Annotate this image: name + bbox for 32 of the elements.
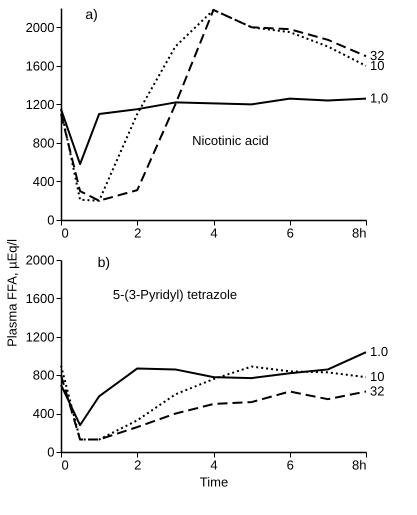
y-tick-label: 0	[47, 212, 54, 228]
y-tick-label: 1600	[26, 290, 54, 306]
series-label: 1,0	[370, 90, 388, 106]
annotation: Nicotinic acid	[192, 133, 269, 148]
series-label: 1.0	[370, 344, 388, 360]
x-tick-label: 6	[286, 226, 294, 240]
x-tick-label: 2	[134, 226, 142, 240]
x-tick-label: 4	[210, 226, 218, 240]
series-label: 10	[370, 369, 384, 384]
y-axis-title: Plasma FFA, µEq/l	[4, 238, 20, 347]
x-tick-label: 8h	[352, 458, 366, 472]
y-tick-label: 1600	[26, 58, 54, 74]
x-tick-label: 2	[134, 458, 142, 472]
y-tick-label: 1200	[26, 96, 54, 112]
series-label: 32	[370, 384, 384, 399]
x-tick-label: 0	[62, 226, 69, 240]
x-tick-label: 0	[62, 458, 69, 472]
annotation: 5-(3-Pyridyl) tetrazole	[112, 286, 238, 302]
y-tick-label: 400	[32, 174, 54, 189]
y-tick-label: 400	[32, 406, 54, 422]
x-tick-label: 4	[210, 458, 218, 472]
y-tick-label: 2000	[26, 20, 54, 35]
y-tick-label: 0	[47, 444, 54, 460]
y-tick-label: 1200	[26, 329, 54, 344]
x-tick-label: 6	[286, 458, 294, 472]
y-tick-label: 800	[32, 135, 54, 150]
x-tick-label: 8h	[352, 226, 366, 240]
x-axis-title: Time	[200, 474, 228, 490]
y-tick-label: 800	[32, 368, 54, 383]
y-tick-label: 2000	[26, 252, 54, 268]
annotation: a)	[85, 6, 98, 22]
annotation: b)	[98, 254, 110, 270]
